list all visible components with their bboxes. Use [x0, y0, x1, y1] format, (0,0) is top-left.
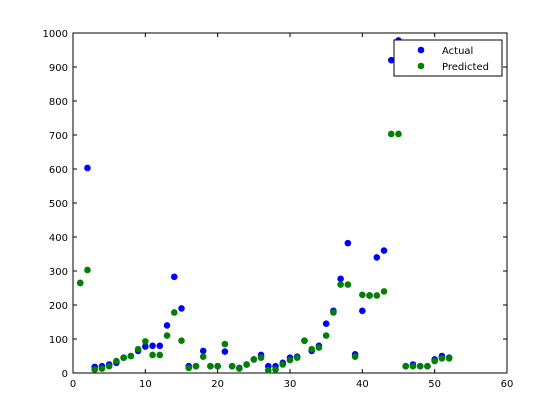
data-point-predicted: [272, 366, 279, 373]
series-actual: [76, 37, 453, 372]
data-point-predicted: [359, 291, 366, 299]
data-point-actual: [322, 320, 330, 328]
data-point-actual: [170, 273, 178, 281]
data-point-predicted: [286, 356, 294, 364]
data-point-actual: [221, 348, 229, 355]
data-point-actual: [142, 343, 149, 350]
data-point-predicted: [380, 288, 388, 295]
data-point-predicted: [142, 338, 149, 345]
data-point-predicted: [221, 340, 229, 348]
data-point-predicted: [163, 332, 171, 339]
data-point-actual: [387, 56, 395, 64]
data-point-predicted: [373, 292, 381, 299]
data-point-predicted: [120, 354, 127, 362]
x-tick-label: 20: [211, 379, 224, 390]
data-point-actual: [380, 247, 388, 254]
data-point-predicted: [84, 266, 91, 274]
data-point-predicted: [149, 351, 156, 359]
x-tick-label: 0: [70, 379, 76, 390]
data-point-predicted: [409, 362, 417, 370]
data-point-actual: [163, 322, 171, 329]
data-point-predicted: [243, 361, 250, 368]
x-tick-label: 50: [428, 379, 441, 390]
data-point-predicted: [366, 292, 373, 299]
data-point-predicted: [178, 337, 185, 345]
data-point-predicted: [330, 309, 337, 316]
x-tick-label: 60: [501, 379, 514, 390]
y-tick-label: 200: [49, 301, 68, 312]
data-point-predicted: [257, 354, 265, 362]
data-point-predicted: [228, 362, 236, 370]
x-tick-label: 30: [284, 379, 297, 390]
y-tick-label: 0: [62, 369, 68, 380]
y-tick-label: 1000: [43, 29, 68, 40]
data-point-predicted: [192, 362, 200, 370]
series-predicted: [76, 130, 453, 374]
data-point-predicted: [250, 356, 258, 363]
data-point-actual: [149, 342, 156, 350]
data-point-predicted: [337, 281, 344, 288]
x-tick-label: 40: [356, 379, 369, 390]
data-point-predicted: [98, 365, 106, 372]
data-point-predicted: [105, 362, 113, 370]
data-point-predicted: [185, 364, 193, 372]
data-point-predicted: [113, 357, 120, 365]
data-point-predicted: [293, 354, 301, 362]
legend-marker-actual: [417, 46, 425, 54]
y-tick-label: 100: [49, 335, 68, 346]
y-tick-label: 800: [49, 97, 68, 108]
data-point-predicted: [134, 345, 142, 353]
data-point-actual: [199, 347, 207, 355]
data-point-predicted: [416, 362, 424, 370]
legend-label-actual: Actual: [442, 46, 473, 57]
data-point-predicted: [156, 351, 164, 359]
data-point-predicted: [91, 366, 98, 373]
data-point-predicted: [438, 355, 446, 362]
data-point-predicted: [395, 130, 402, 138]
data-point-predicted: [199, 353, 207, 360]
y-tick-label: 500: [49, 199, 68, 210]
plot-area: 0 10 20 30 40 50 60010020030040050060070080090…: [43, 29, 514, 390]
data-point-actual: [359, 307, 366, 315]
data-point-actual: [373, 254, 381, 261]
data-point-predicted: [424, 362, 431, 370]
data-point-predicted: [402, 362, 410, 370]
axes-frame: [72, 32, 508, 374]
legend-label-predicted: Predicted: [442, 62, 489, 73]
data-point-actual: [178, 305, 185, 312]
data-point-predicted: [301, 337, 308, 345]
data-point-predicted: [265, 366, 272, 374]
data-point-actual: [344, 239, 352, 247]
data-point-predicted: [236, 365, 243, 372]
data-point-predicted: [127, 352, 135, 360]
y-tick-label: 700: [49, 131, 68, 142]
data-point-predicted: [207, 362, 214, 370]
data-point-actual: [156, 342, 164, 350]
data-point-predicted: [76, 279, 84, 287]
data-point-predicted: [344, 281, 352, 288]
data-point-predicted: [445, 355, 453, 362]
data-point-predicted: [315, 344, 323, 351]
data-point-predicted: [170, 309, 178, 316]
data-point-actual: [337, 275, 344, 283]
y-tick-label: 300: [49, 267, 68, 278]
data-point-predicted: [322, 332, 330, 339]
legend-box: [393, 39, 503, 77]
data-point-actual: [84, 164, 91, 172]
legend-marker-predicted: [417, 62, 425, 70]
y-tick-label: 400: [49, 233, 68, 244]
y-tick-label: 600: [49, 165, 68, 176]
legend: Actual Predicted: [393, 39, 503, 77]
data-point-predicted: [279, 361, 287, 368]
data-point-predicted: [387, 130, 395, 138]
x-tick-label: 10: [139, 379, 152, 390]
data-point-predicted: [351, 353, 359, 360]
data-point-predicted: [214, 362, 221, 370]
data-point-predicted: [431, 357, 438, 365]
data-point-predicted: [308, 345, 316, 353]
y-tick-label: 900: [49, 63, 68, 74]
